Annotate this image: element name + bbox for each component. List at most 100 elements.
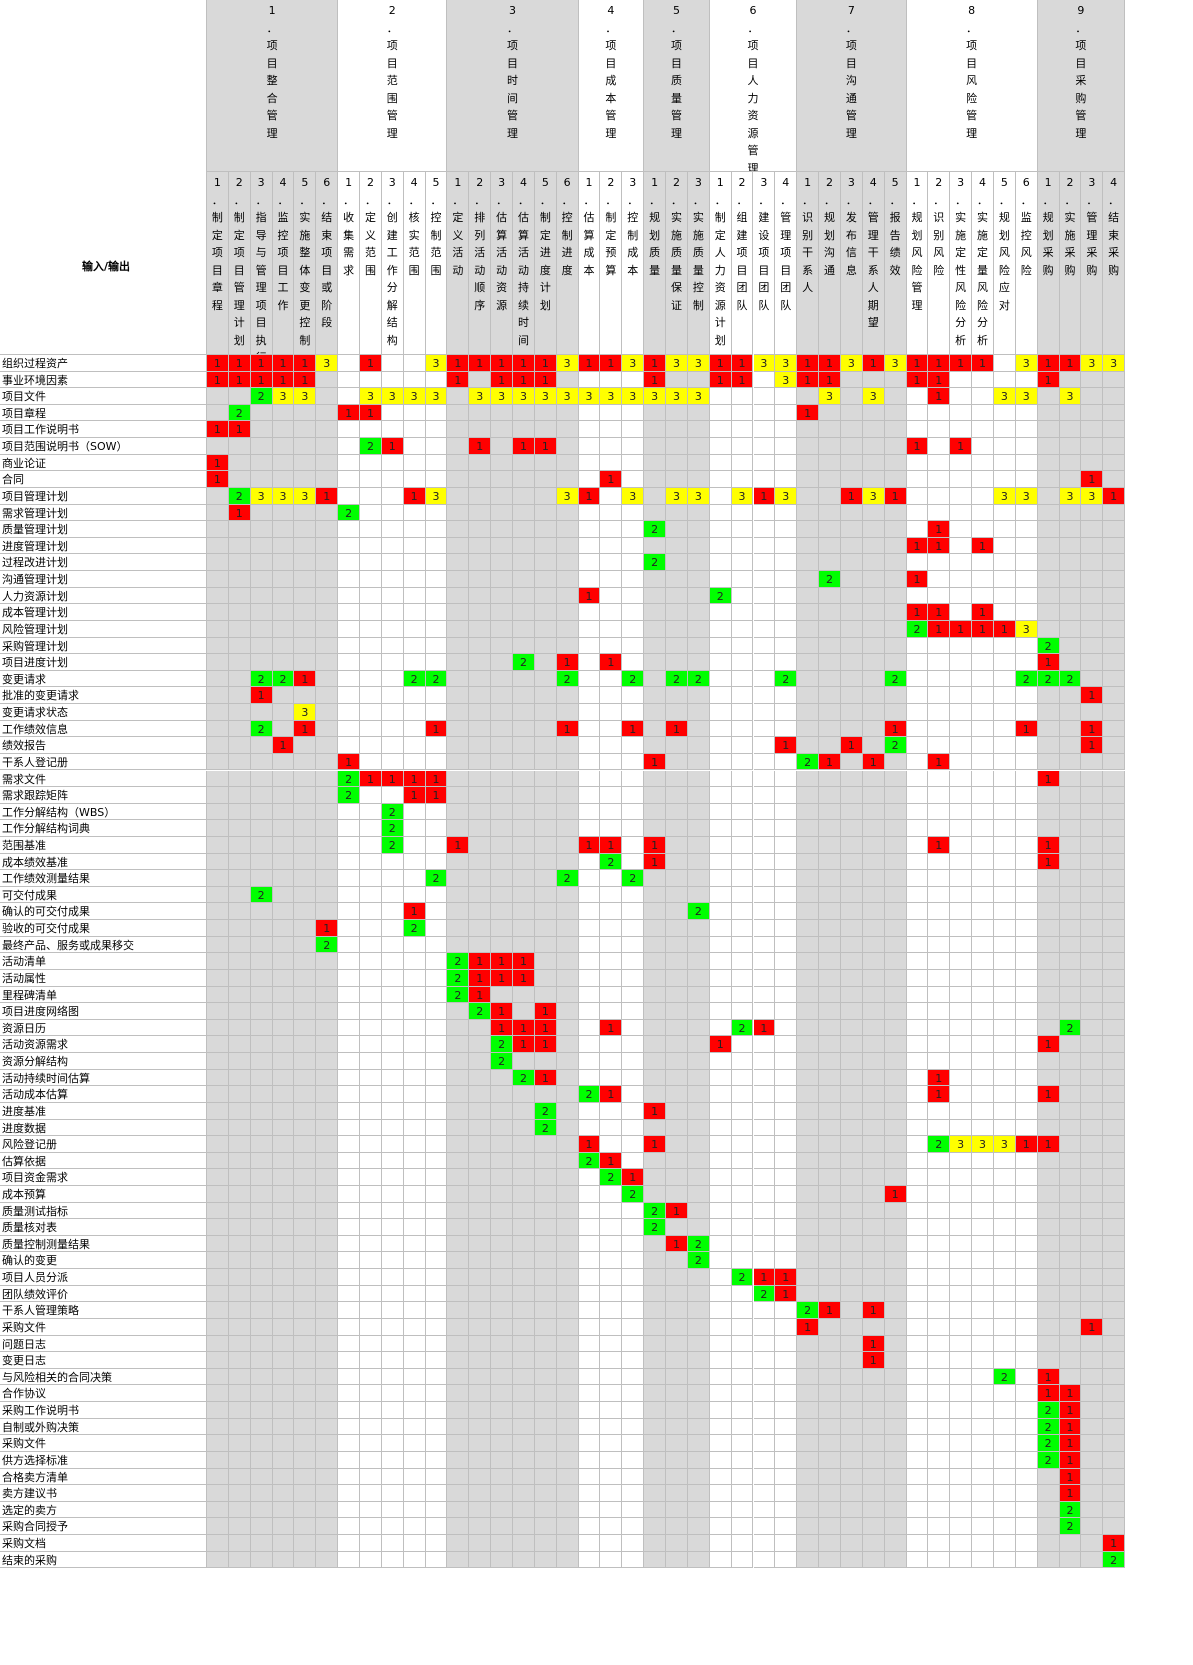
matrix-cell[interactable] — [1103, 820, 1126, 837]
matrix-cell[interactable] — [294, 1485, 317, 1502]
matrix-cell[interactable] — [316, 720, 339, 738]
matrix-cell[interactable] — [228, 1385, 251, 1403]
matrix-cell[interactable] — [316, 1501, 339, 1519]
matrix-cell[interactable] — [556, 1069, 579, 1087]
matrix-cell[interactable] — [906, 1318, 929, 1336]
matrix-cell[interactable] — [338, 1285, 361, 1303]
matrix-cell[interactable]: 2 — [403, 920, 426, 937]
matrix-cell[interactable] — [862, 986, 885, 1004]
matrix-cell[interactable] — [972, 1053, 994, 1070]
matrix-cell[interactable] — [687, 1186, 710, 1203]
matrix-cell[interactable] — [1037, 1501, 1060, 1519]
matrix-cell[interactable] — [534, 770, 557, 788]
matrix-cell[interactable] — [425, 1468, 448, 1486]
matrix-cell[interactable] — [228, 836, 251, 854]
matrix-cell[interactable] — [993, 1152, 1016, 1170]
matrix-cell[interactable] — [534, 1485, 557, 1502]
matrix-cell[interactable] — [666, 1053, 688, 1070]
matrix-cell[interactable] — [993, 820, 1016, 837]
matrix-cell[interactable] — [600, 753, 623, 771]
matrix-cell[interactable] — [1037, 953, 1060, 970]
matrix-cell[interactable] — [228, 936, 251, 954]
matrix-cell[interactable] — [731, 1551, 754, 1569]
matrix-cell[interactable] — [775, 803, 798, 821]
matrix-cell[interactable] — [447, 388, 470, 405]
matrix-cell[interactable] — [709, 504, 732, 522]
matrix-cell[interactable]: 1 — [753, 1019, 776, 1037]
matrix-cell[interactable] — [272, 571, 295, 588]
matrix-cell[interactable] — [316, 969, 339, 987]
matrix-cell[interactable] — [666, 1352, 688, 1369]
matrix-cell[interactable] — [753, 820, 776, 837]
matrix-cell[interactable] — [338, 737, 361, 754]
matrix-cell[interactable] — [556, 1036, 579, 1054]
matrix-cell[interactable] — [578, 1402, 601, 1419]
matrix-cell[interactable] — [1081, 886, 1104, 904]
matrix-cell[interactable] — [972, 1036, 994, 1054]
matrix-cell[interactable] — [207, 521, 229, 538]
matrix-cell[interactable] — [600, 587, 623, 605]
matrix-cell[interactable] — [600, 1003, 623, 1020]
matrix-cell[interactable] — [1037, 521, 1060, 538]
matrix-cell[interactable] — [534, 1169, 557, 1186]
matrix-cell[interactable] — [272, 1385, 295, 1403]
matrix-cell[interactable] — [600, 1119, 623, 1137]
matrix-cell[interactable] — [731, 1501, 754, 1519]
matrix-cell[interactable] — [1037, 571, 1060, 588]
matrix-cell[interactable] — [1103, 587, 1126, 605]
matrix-cell[interactable] — [1103, 1418, 1126, 1436]
matrix-cell[interactable] — [950, 1053, 973, 1070]
matrix-cell[interactable] — [687, 687, 710, 704]
matrix-cell[interactable]: 3 — [600, 388, 623, 405]
matrix-cell[interactable] — [775, 537, 798, 555]
matrix-cell[interactable] — [1081, 371, 1104, 389]
matrix-cell[interactable] — [862, 953, 885, 970]
matrix-cell[interactable]: 3 — [731, 487, 754, 505]
matrix-cell[interactable] — [1081, 404, 1104, 422]
matrix-cell[interactable]: 3 — [1059, 487, 1082, 505]
matrix-cell[interactable] — [775, 1219, 798, 1236]
matrix-cell[interactable] — [600, 670, 623, 688]
matrix-cell[interactable] — [731, 421, 754, 439]
matrix-cell[interactable] — [360, 969, 382, 987]
matrix-cell[interactable] — [272, 1152, 295, 1170]
matrix-cell[interactable] — [316, 1352, 339, 1369]
matrix-cell[interactable] — [447, 720, 470, 738]
matrix-cell[interactable] — [534, 953, 557, 970]
matrix-cell[interactable] — [534, 986, 557, 1004]
matrix-cell[interactable] — [534, 1235, 557, 1253]
matrix-cell[interactable] — [709, 1102, 732, 1120]
matrix-cell[interactable] — [819, 438, 841, 455]
matrix-cell[interactable] — [250, 1235, 273, 1253]
matrix-cell[interactable] — [753, 886, 776, 904]
matrix-cell[interactable] — [1015, 1069, 1038, 1087]
matrix-cell[interactable] — [622, 953, 645, 970]
matrix-cell[interactable] — [1037, 737, 1060, 754]
matrix-cell[interactable] — [425, 1169, 448, 1186]
matrix-cell[interactable] — [709, 903, 732, 921]
matrix-cell[interactable] — [753, 1036, 776, 1054]
matrix-cell[interactable] — [1015, 1451, 1038, 1469]
matrix-cell[interactable] — [578, 504, 601, 522]
matrix-cell[interactable] — [338, 1053, 361, 1070]
matrix-cell[interactable]: 1 — [622, 720, 645, 738]
matrix-cell[interactable] — [1059, 870, 1082, 887]
matrix-cell[interactable] — [840, 1136, 863, 1153]
matrix-cell[interactable] — [666, 853, 688, 871]
matrix-cell[interactable] — [840, 388, 863, 405]
matrix-cell[interactable] — [775, 1335, 798, 1353]
matrix-cell[interactable] — [316, 1019, 339, 1037]
matrix-cell[interactable] — [775, 1418, 798, 1436]
matrix-cell[interactable] — [1103, 770, 1126, 788]
matrix-cell[interactable] — [447, 1036, 470, 1054]
matrix-cell[interactable] — [775, 870, 798, 887]
matrix-cell[interactable] — [753, 737, 776, 754]
matrix-cell[interactable] — [666, 1368, 688, 1386]
matrix-cell[interactable] — [381, 1069, 404, 1087]
matrix-cell[interactable] — [753, 903, 776, 921]
matrix-cell[interactable] — [840, 803, 863, 821]
matrix-cell[interactable] — [1015, 803, 1038, 821]
matrix-cell[interactable] — [491, 737, 514, 754]
matrix-cell[interactable] — [1103, 903, 1126, 921]
matrix-cell[interactable] — [1081, 803, 1104, 821]
